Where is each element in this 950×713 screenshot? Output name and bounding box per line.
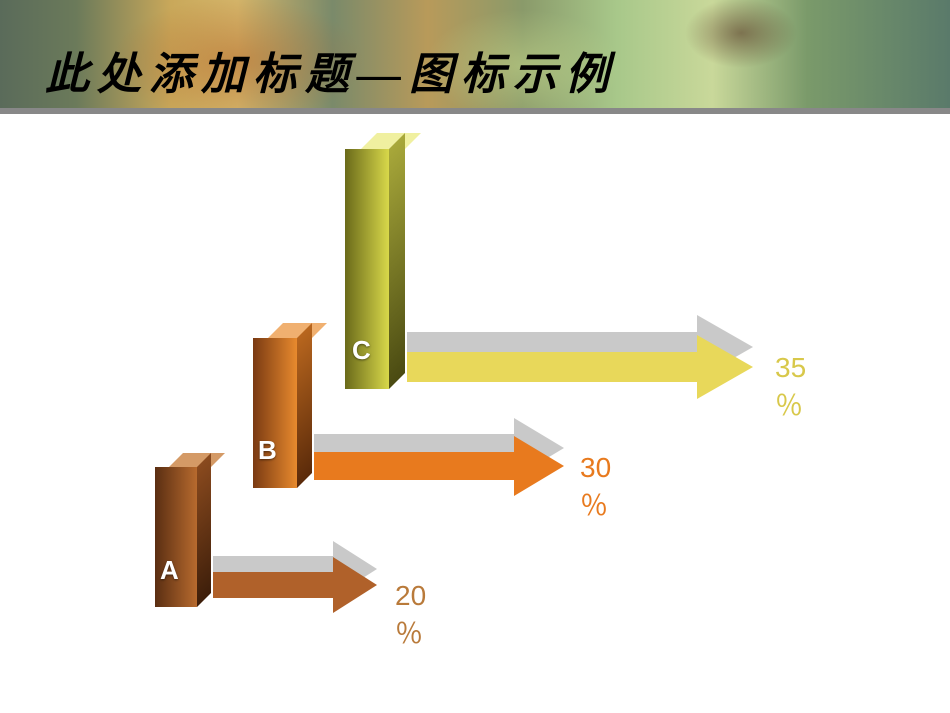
bar-letter-c: C <box>352 335 371 366</box>
bar-letter-b: B <box>258 435 277 466</box>
arrow-b <box>314 452 564 512</box>
percent-label-b: 30 ％ <box>580 452 640 524</box>
arrow-c <box>407 352 753 416</box>
diagram-stage: A 20 ％ B 30 ％ C 35 ％ <box>0 0 950 713</box>
bar-letter-a: A <box>160 555 179 586</box>
arrow-a <box>213 572 377 628</box>
percent-label-c: 35 ％ <box>775 352 835 424</box>
percent-label-a: 20 ％ <box>395 580 455 652</box>
